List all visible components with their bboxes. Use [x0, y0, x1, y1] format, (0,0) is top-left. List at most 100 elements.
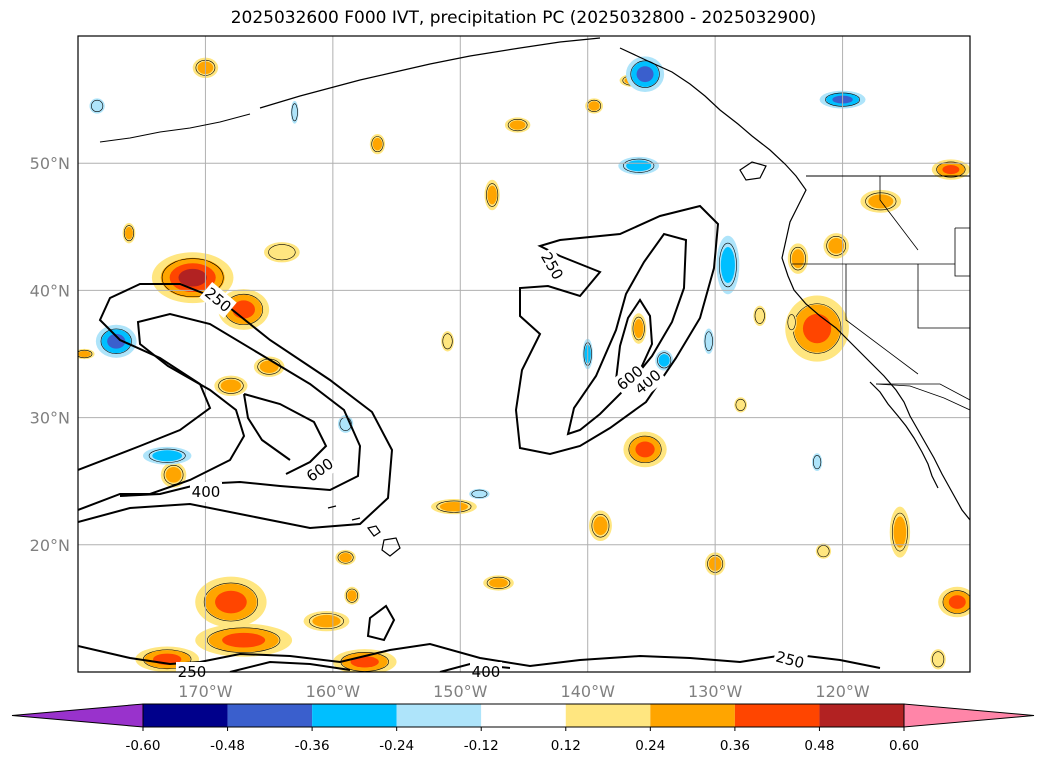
precip-contour-line — [337, 551, 354, 564]
contour-label-bg — [629, 364, 667, 400]
precip-contour-line — [163, 464, 184, 485]
precip-contour-line — [623, 158, 655, 173]
precip-contour-line — [218, 377, 244, 394]
lon-tick-label: 130°W — [688, 682, 743, 701]
contour-label: 400 — [192, 483, 221, 501]
precip-positive-area — [942, 165, 960, 175]
precip-positive-area — [372, 137, 383, 151]
precip-contour-line — [268, 244, 296, 261]
coastline-vancouver — [739, 161, 767, 181]
precip-positive-area — [125, 226, 133, 240]
colorbar-segment — [734, 704, 820, 727]
lon-tick-label: 150°W — [433, 682, 488, 701]
lat-tick-label: 20°N — [30, 536, 70, 555]
colorbar-segment — [819, 704, 904, 727]
colorbar-extend-min — [11, 703, 144, 728]
precip-positive-area — [312, 614, 341, 628]
colorbar-tick-label: 0.36 — [720, 738, 750, 754]
ivt-contour-small-ring — [366, 604, 396, 642]
precip-shading — [78, 56, 970, 672]
border-us-mexico — [875, 383, 970, 411]
precip-positive-area — [487, 185, 497, 205]
colorbar-segment — [396, 704, 482, 727]
precip-contour-line — [826, 236, 847, 256]
colorbar-outline — [142, 703, 905, 728]
coastline-hawaii — [327, 505, 401, 557]
colorbar-tick-label: 0.12 — [551, 738, 581, 754]
colorbar-tick-label: -0.48 — [210, 738, 245, 754]
precip-contour-line — [932, 651, 945, 668]
colorbar-tick-label: 0.24 — [635, 738, 665, 754]
coastlines — [99, 37, 970, 557]
precip-positive-area — [264, 242, 300, 263]
contour-label-bg — [190, 482, 222, 502]
contour-label-bg — [301, 452, 339, 488]
precip-positive-area — [593, 516, 608, 536]
precip-contour-line — [628, 435, 662, 464]
precip-positive-area — [165, 467, 182, 483]
colorbar-tick-label: -0.12 — [464, 738, 499, 754]
precip-positive-area — [509, 120, 526, 130]
precip-negative-area — [658, 354, 670, 367]
precip-contour-line — [942, 590, 970, 614]
precip-positive-area — [339, 552, 352, 563]
precip-negative-area — [89, 98, 105, 114]
precip-negative-area — [720, 246, 735, 283]
precip-positive-area — [215, 590, 247, 614]
graticule — [78, 36, 970, 672]
precip-positive-area — [948, 595, 966, 609]
colorbar-segment — [227, 704, 313, 727]
lat-tick-label: 50°N — [30, 154, 70, 173]
precip-positive-area — [633, 319, 644, 338]
coastline-baja — [869, 381, 939, 489]
ivt-contour-600-west — [243, 393, 328, 475]
colorbar-tick-label: -0.60 — [126, 738, 161, 754]
coastline-aleutians — [99, 113, 251, 143]
precip-contour-line — [630, 60, 660, 88]
precip-contour-line — [148, 448, 186, 463]
precip-negative-area — [636, 66, 654, 83]
ivt-contour-400-central — [566, 232, 688, 436]
precip-contour-line — [100, 328, 132, 354]
precip-contour-line — [291, 103, 298, 122]
coastline-north-america — [619, 47, 970, 521]
precip-positive-area — [753, 305, 767, 327]
ivt-contour-250-central — [514, 204, 720, 456]
precip-contour-line — [78, 349, 93, 359]
precip-negative-area — [107, 333, 126, 349]
colorbar-tick-label: -0.36 — [295, 738, 330, 754]
lon-tick-label: 120°W — [815, 682, 870, 701]
precip-positive-area — [222, 632, 266, 648]
axis-ticks: 20°N 30°N 40°N 50°N 170°W 160°W 150°W 140°W 130°… — [30, 154, 870, 701]
border-states — [792, 176, 970, 401]
precip-contour-line — [308, 613, 344, 630]
precip-positive-area — [734, 397, 748, 413]
precip-contour-line — [891, 512, 908, 552]
precip-contour-line — [632, 316, 645, 341]
precip-negative-area — [626, 160, 652, 172]
precip-contour-line — [591, 513, 610, 538]
precip-contour-line — [787, 314, 796, 331]
precip-positive-area — [489, 578, 508, 588]
precip-negative-area — [152, 450, 183, 462]
precip-positive-area — [350, 656, 379, 668]
precip-positive-area — [893, 516, 907, 548]
precip-negative-area — [337, 415, 354, 433]
colorbar-segment — [312, 704, 397, 727]
lat-tick-label: 30°N — [30, 409, 70, 428]
precip-positive-area — [791, 249, 805, 268]
precip-positive-area — [930, 649, 946, 670]
colorbar-tick-label: -0.24 — [379, 738, 414, 754]
map-frame — [77, 35, 971, 673]
precip-positive-area — [439, 501, 469, 512]
precip-positive-area — [347, 590, 357, 602]
lon-tick-label: 170°W — [178, 682, 233, 701]
precip-contour-line — [507, 119, 528, 132]
precip-positive-area — [259, 360, 279, 373]
lat-tick-label: 40°N — [30, 281, 70, 300]
precip-contour-line — [704, 331, 713, 352]
lon-tick-label: 160°W — [306, 682, 361, 701]
precip-contour-line — [718, 242, 737, 288]
colorbar-segment — [481, 704, 566, 727]
